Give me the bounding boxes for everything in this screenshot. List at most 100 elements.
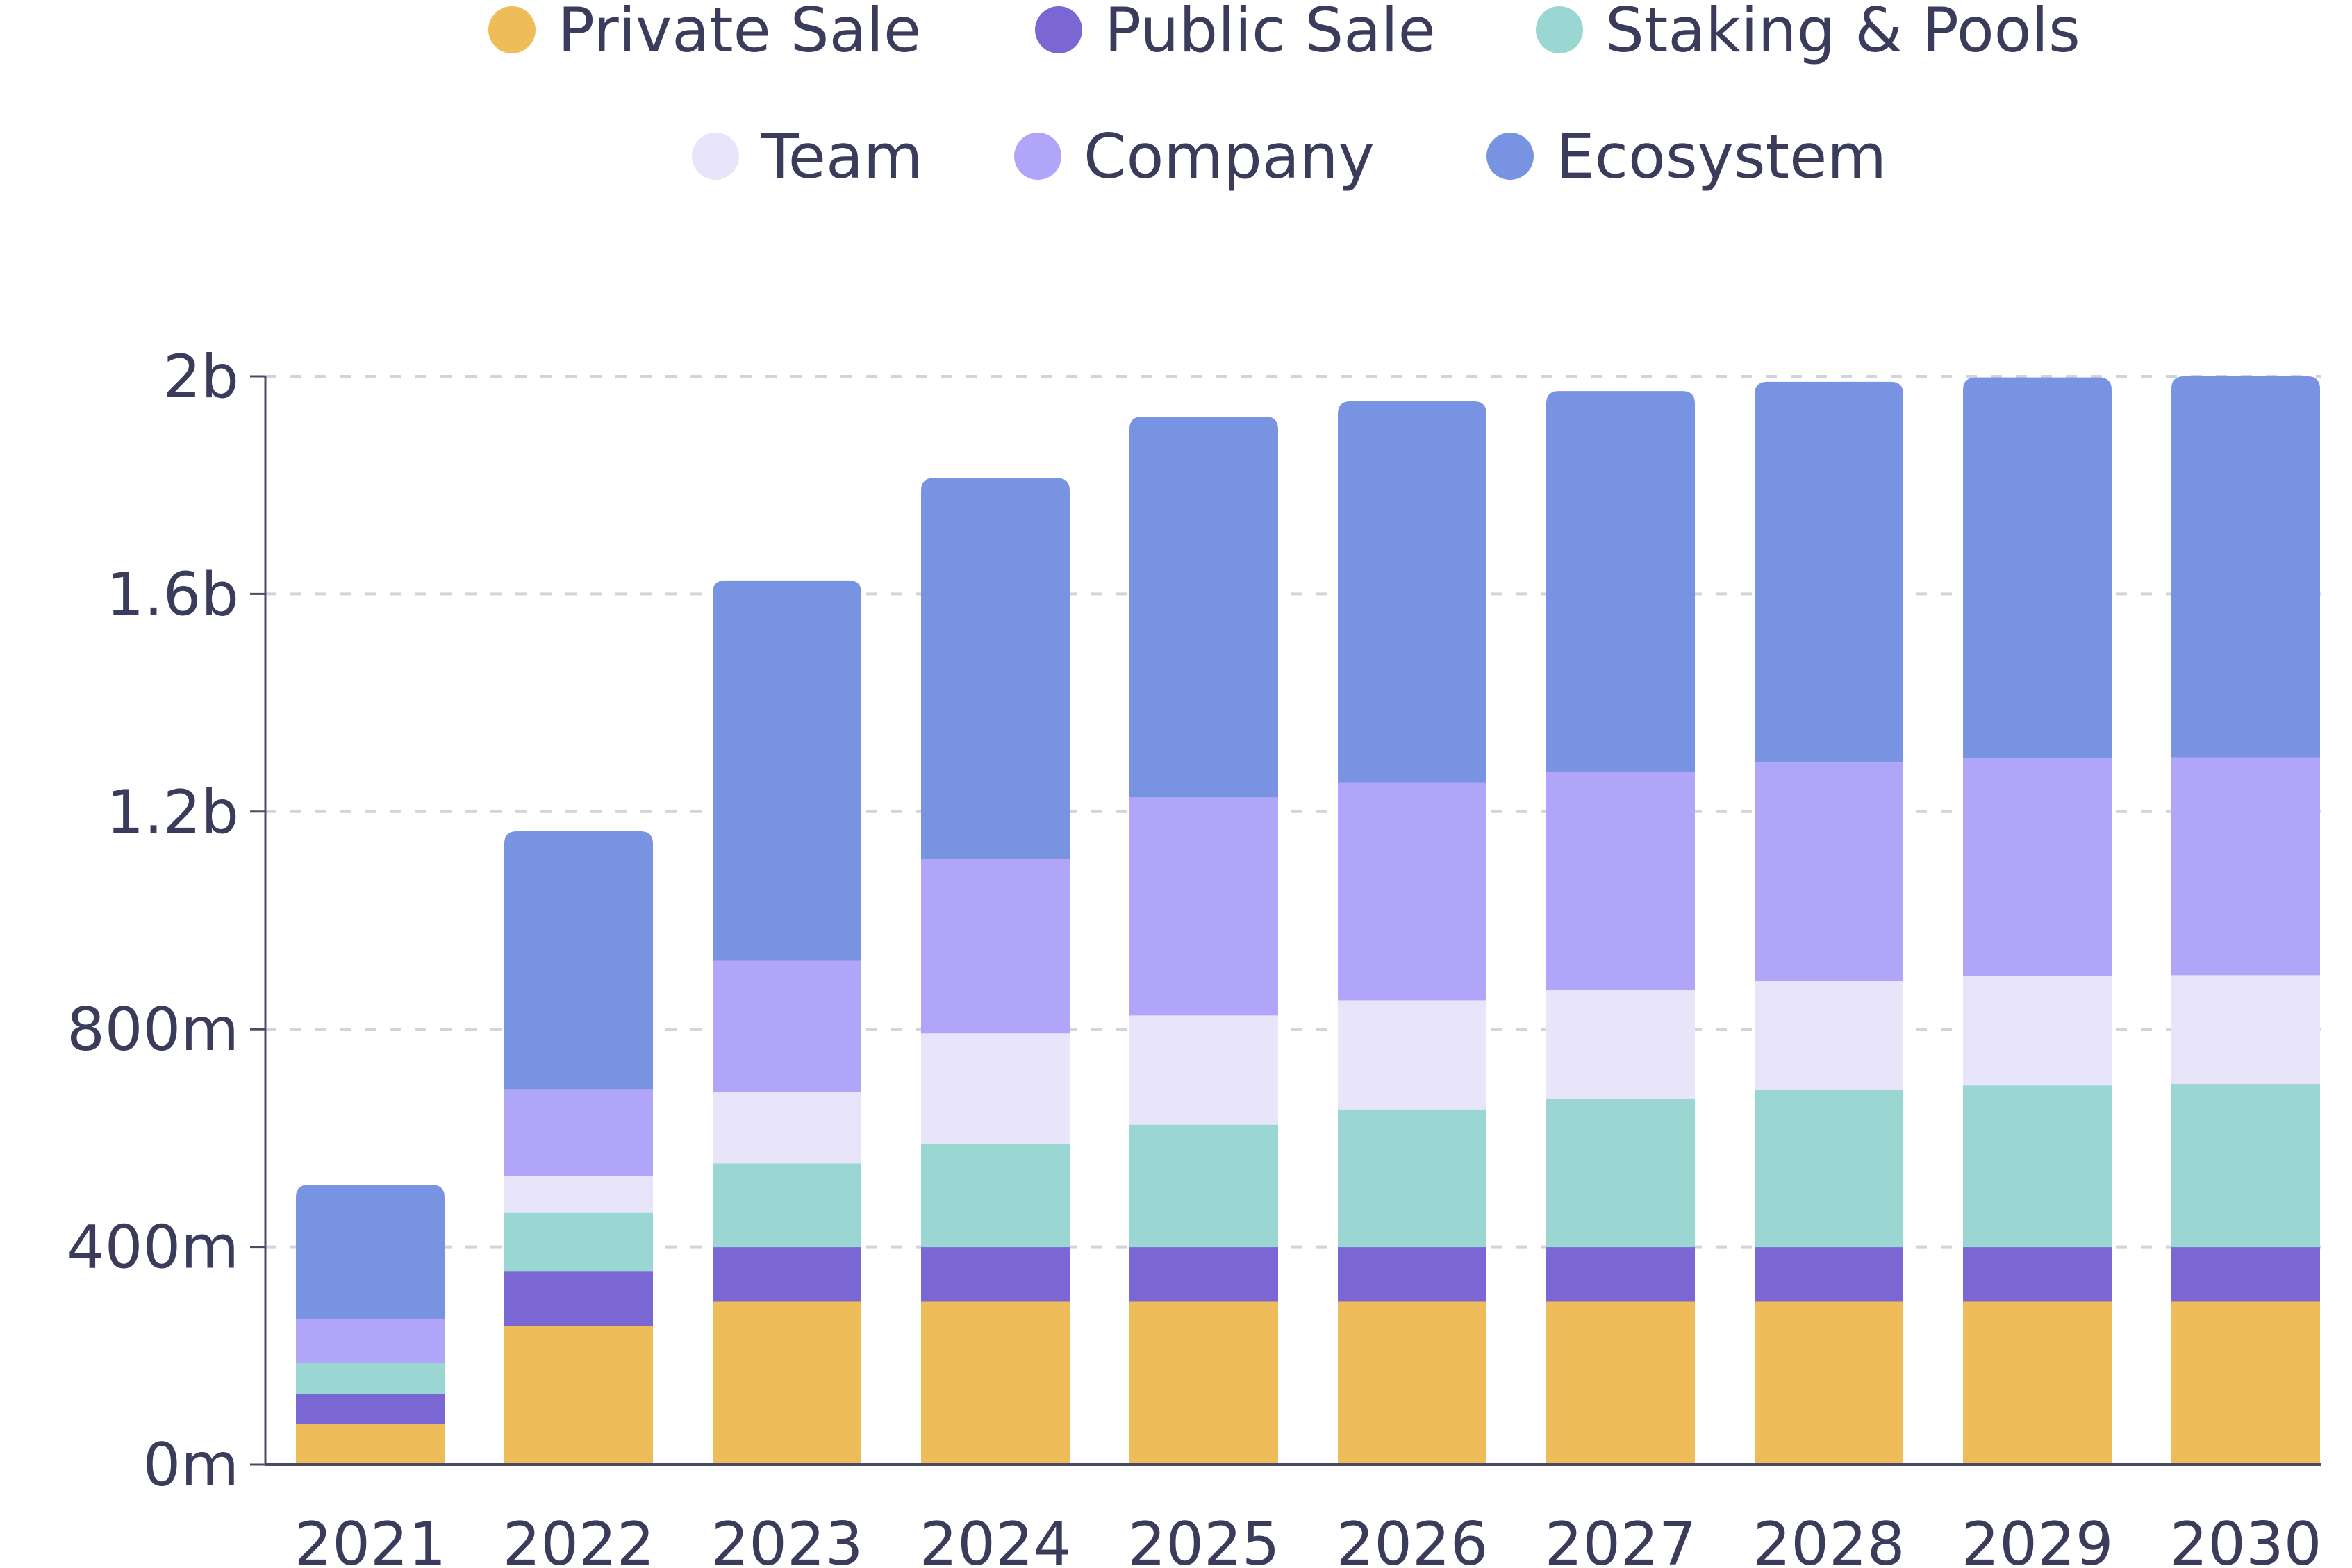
bar-segment-staking-pools-2022[interactable] (504, 1212, 653, 1272)
y-tick-label: 800m (67, 995, 239, 1065)
x-tick-label: 2025 (1128, 1510, 1280, 1568)
bar-stack-2029 (1963, 377, 2112, 1465)
bar-segment-team-2024[interactable] (921, 1033, 1070, 1144)
x-tick-label: 2021 (295, 1510, 447, 1568)
bar-segment-staking-pools-2026[interactable] (1338, 1109, 1486, 1248)
legend-item-staking-pools[interactable]: Staking & Pools (1536, 0, 2080, 66)
bar-segment-ecosystem-2022[interactable] (504, 831, 653, 1090)
bar-stack-2023 (713, 580, 861, 1465)
legend: Private Sale Public Sale Staking & Pools Te… (488, 0, 2080, 192)
bar-stack-2027 (1546, 391, 1695, 1465)
bars (296, 376, 2320, 1465)
bar-segment-staking-pools-2024[interactable] (921, 1143, 1070, 1248)
bar-segment-private-sale-2025[interactable] (1129, 1301, 1278, 1465)
legend-item-team[interactable]: Team (692, 121, 923, 192)
bar-stack-2030 (2171, 376, 2320, 1465)
bar-stack-2026 (1338, 401, 1486, 1465)
bar-segment-staking-pools-2021[interactable] (296, 1362, 445, 1394)
gridlines (265, 375, 2321, 1249)
bar-segment-ecosystem-2023[interactable] (713, 580, 861, 961)
bar-segment-company-2030[interactable] (2171, 757, 2320, 976)
bar-segment-company-2027[interactable] (1546, 772, 1695, 990)
x-tick-label: 2026 (1336, 1510, 1489, 1568)
bar-segment-private-sale-2021[interactable] (296, 1424, 445, 1465)
bar-stack-2028 (1755, 381, 1903, 1465)
bar-segment-public-sale-2027[interactable] (1546, 1246, 1695, 1302)
bar-segment-team-2025[interactable] (1129, 1015, 1278, 1125)
legend-item-public-sale[interactable]: Public Sale (1035, 0, 1436, 66)
bar-segment-ecosystem-2026[interactable] (1338, 401, 1486, 783)
bar-stack-2024 (921, 478, 1070, 1465)
bar-segment-public-sale-2021[interactable] (296, 1394, 445, 1424)
bar-segment-team-2027[interactable] (1546, 990, 1695, 1099)
bar-segment-team-2026[interactable] (1338, 999, 1486, 1110)
bar-stack-2021 (296, 1185, 445, 1465)
bar-segment-private-sale-2024[interactable] (921, 1301, 1070, 1465)
bar-segment-public-sale-2030[interactable] (2171, 1246, 2320, 1302)
bar-segment-staking-pools-2025[interactable] (1129, 1124, 1278, 1248)
legend-swatch-icon (1536, 6, 1583, 53)
legend-swatch-icon (1014, 133, 1061, 180)
legend-swatch-icon (1486, 133, 1534, 180)
bar-segment-staking-pools-2029[interactable] (1963, 1085, 2112, 1248)
bar-segment-staking-pools-2023[interactable] (713, 1162, 861, 1248)
legend-label: Public Sale (1104, 0, 1436, 66)
bar-segment-ecosystem-2028[interactable] (1755, 381, 1903, 763)
bar-segment-staking-pools-2030[interactable] (2171, 1083, 2320, 1248)
bar-segment-private-sale-2029[interactable] (1963, 1301, 2112, 1465)
bar-segment-private-sale-2022[interactable] (504, 1326, 653, 1465)
bar-segment-ecosystem-2027[interactable] (1546, 391, 1695, 772)
bar-segment-private-sale-2030[interactable] (2171, 1301, 2320, 1465)
bar-segment-ecosystem-2024[interactable] (921, 478, 1070, 859)
legend-item-private-sale[interactable]: Private Sale (488, 0, 921, 66)
bar-segment-private-sale-2027[interactable] (1546, 1301, 1695, 1465)
legend-swatch-icon (488, 6, 536, 53)
bar-segment-team-2030[interactable] (2171, 974, 2320, 1085)
y-tick-label: 1.2b (106, 778, 239, 847)
bar-segment-team-2023[interactable] (713, 1091, 861, 1164)
bar-segment-public-sale-2026[interactable] (1338, 1246, 1486, 1302)
bar-segment-company-2022[interactable] (504, 1089, 653, 1176)
bar-segment-company-2025[interactable] (1129, 797, 1278, 1016)
legend-label: Ecosystem (1556, 121, 1887, 192)
legend-swatch-icon (1035, 6, 1082, 53)
bar-segment-public-sale-2028[interactable] (1755, 1246, 1903, 1302)
bar-segment-company-2026[interactable] (1338, 782, 1486, 1001)
bar-segment-company-2029[interactable] (1963, 758, 2112, 976)
bar-segment-team-2022[interactable] (504, 1175, 653, 1213)
x-tick-label: 2027 (1545, 1510, 1697, 1568)
y-tick-label: 1.6b (106, 560, 239, 629)
bar-segment-ecosystem-2030[interactable] (2171, 376, 2320, 758)
bar-segment-ecosystem-2021[interactable] (296, 1185, 445, 1319)
bar-segment-company-2024[interactable] (921, 858, 1070, 1034)
bar-segment-ecosystem-2025[interactable] (1129, 416, 1278, 798)
legend-item-ecosystem[interactable]: Ecosystem (1486, 121, 1887, 192)
y-tick-label: 2b (163, 342, 239, 412)
x-tick-label: 2022 (503, 1510, 655, 1568)
bar-segment-staking-pools-2027[interactable] (1546, 1099, 1695, 1248)
y-tick-label: 400m (67, 1213, 239, 1283)
x-tick-label: 2023 (711, 1510, 863, 1568)
bar-segment-public-sale-2022[interactable] (504, 1271, 653, 1326)
bar-segment-public-sale-2024[interactable] (921, 1246, 1070, 1302)
legend-item-company[interactable]: Company (1014, 121, 1375, 192)
bar-segment-company-2021[interactable] (296, 1319, 445, 1363)
legend-label: Team (761, 121, 923, 192)
bar-segment-private-sale-2026[interactable] (1338, 1301, 1486, 1465)
bar-segment-company-2028[interactable] (1755, 762, 1903, 981)
bar-segment-private-sale-2028[interactable] (1755, 1301, 1903, 1465)
bar-segment-company-2023[interactable] (713, 960, 861, 1092)
bar-segment-team-2029[interactable] (1963, 976, 2112, 1086)
bar-segment-public-sale-2025[interactable] (1129, 1246, 1278, 1302)
axes: 0m 400m 800m 1.2b 1.6b 2b 2021 2022 2023 2024 2025… (67, 342, 2321, 1568)
bar-segment-public-sale-2023[interactable] (713, 1246, 861, 1302)
legend-label: Staking & Pools (1605, 0, 2080, 66)
bar-stack-2025 (1129, 416, 1278, 1465)
bar-segment-private-sale-2023[interactable] (713, 1301, 861, 1465)
bar-segment-team-2028[interactable] (1755, 980, 1903, 1090)
legend-swatch-icon (692, 133, 739, 180)
bar-segment-staking-pools-2028[interactable] (1755, 1090, 1903, 1248)
bar-segment-ecosystem-2029[interactable] (1963, 377, 2112, 759)
bar-segment-public-sale-2029[interactable] (1963, 1246, 2112, 1302)
